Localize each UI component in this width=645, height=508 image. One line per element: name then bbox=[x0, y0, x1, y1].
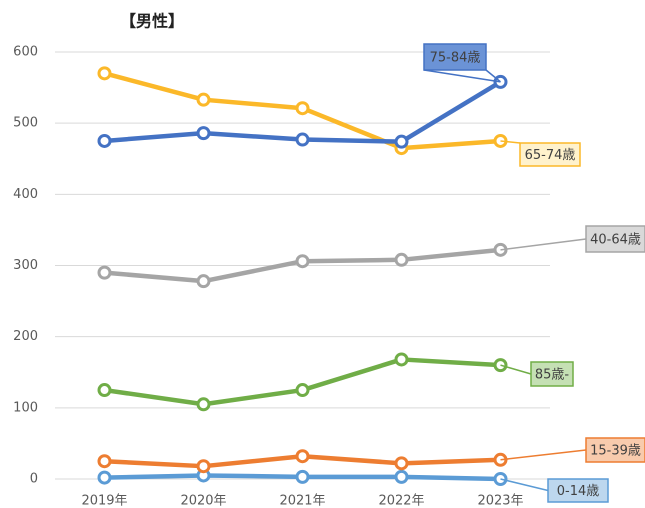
point bbox=[196, 126, 211, 141]
y-tick-label: 600 bbox=[13, 45, 38, 60]
point bbox=[97, 454, 112, 469]
y-tick-label: 200 bbox=[13, 329, 38, 344]
callout-box bbox=[547, 478, 609, 503]
point bbox=[196, 274, 211, 289]
x-tick-label: 2023年 bbox=[477, 494, 523, 508]
y-tick-label: 400 bbox=[13, 187, 38, 202]
callout-leader bbox=[423, 69, 501, 83]
legend-label: 65-74歳 bbox=[525, 148, 576, 163]
point bbox=[97, 383, 112, 398]
callout-leader bbox=[500, 238, 587, 251]
point bbox=[196, 397, 211, 412]
chart-title: 【男性】 bbox=[120, 12, 184, 31]
callout-leader bbox=[500, 140, 521, 144]
legend-label: 40-64歳 bbox=[590, 233, 641, 248]
point bbox=[295, 449, 310, 464]
x-tick-label: 2019年 bbox=[81, 494, 127, 508]
callout-box bbox=[585, 225, 645, 253]
point bbox=[97, 133, 112, 148]
point bbox=[394, 469, 409, 484]
callout-leader bbox=[500, 449, 587, 461]
point bbox=[295, 254, 310, 269]
point bbox=[295, 101, 310, 116]
callout-box bbox=[519, 142, 581, 167]
point bbox=[394, 252, 409, 267]
callout-leader bbox=[500, 478, 549, 492]
legend-label: 15-39歳 bbox=[590, 444, 641, 459]
point bbox=[394, 456, 409, 471]
legend-label: 75-84歳 bbox=[430, 51, 481, 66]
callout-box bbox=[585, 437, 645, 463]
y-tick-label: 100 bbox=[13, 400, 38, 415]
y-tick-label: 500 bbox=[13, 116, 38, 131]
x-tick-label: 2022年 bbox=[378, 494, 424, 508]
callout-leader bbox=[500, 364, 532, 375]
point bbox=[97, 66, 112, 81]
series-line bbox=[104, 357, 501, 407]
x-tick-label: 2021年 bbox=[279, 494, 325, 508]
x-tick-label: 2020年 bbox=[180, 494, 226, 508]
point bbox=[97, 265, 112, 280]
callout-box bbox=[530, 361, 574, 387]
callout-leader bbox=[485, 69, 501, 83]
y-tick-label: 300 bbox=[13, 258, 38, 273]
point bbox=[97, 470, 112, 485]
point bbox=[394, 352, 409, 367]
point bbox=[295, 132, 310, 147]
legend-label: 85歳- bbox=[535, 368, 570, 383]
point bbox=[295, 383, 310, 398]
legend-label: 0-14歳 bbox=[557, 484, 600, 499]
y-tick-label: 0 bbox=[30, 472, 38, 487]
point bbox=[394, 134, 409, 149]
point bbox=[295, 469, 310, 484]
callout-box bbox=[423, 43, 487, 71]
point bbox=[196, 459, 211, 474]
point bbox=[196, 92, 211, 107]
